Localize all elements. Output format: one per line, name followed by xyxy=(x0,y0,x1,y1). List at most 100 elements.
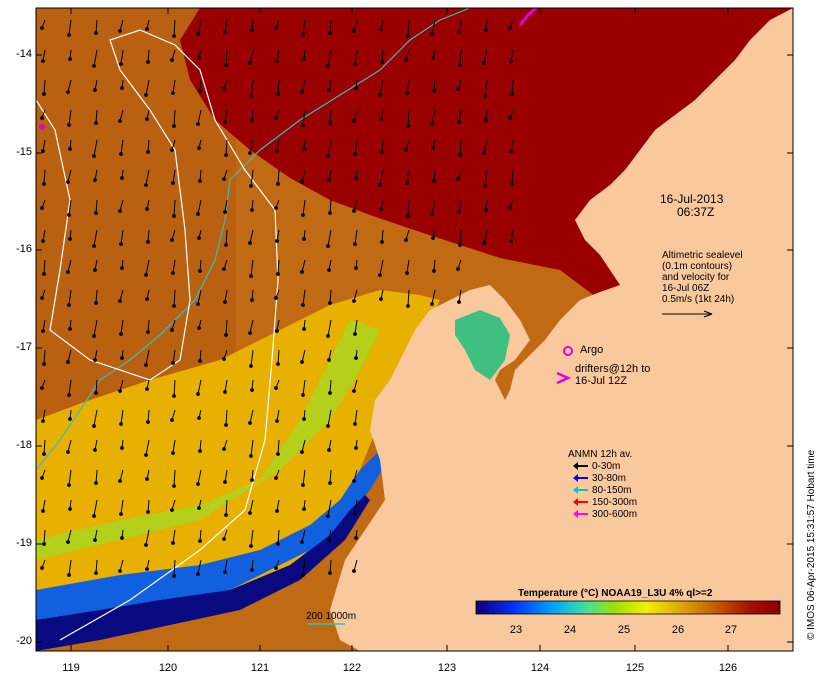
velocity-arrow xyxy=(93,49,98,67)
velocity-arrow xyxy=(67,259,72,273)
drifter-track xyxy=(518,8,537,26)
velocity-arrow xyxy=(68,19,72,36)
velocity-arrow xyxy=(459,139,462,156)
velocity-arrow-head xyxy=(198,269,202,273)
velocity-arrow-head xyxy=(41,419,45,423)
velocity-arrow-head xyxy=(92,334,96,338)
velocity-arrow-head xyxy=(275,419,279,423)
lat-tick-label: -15 xyxy=(16,146,32,158)
velocity-arrow-head xyxy=(301,483,305,487)
velocity-arrow xyxy=(458,109,462,123)
arrow-left-icon xyxy=(573,510,588,519)
velocity-arrow xyxy=(120,409,124,425)
velocity-arrow-head xyxy=(457,30,461,34)
velocity-arrow-head xyxy=(250,298,254,302)
velocity-arrow-head xyxy=(328,571,332,575)
legend-item: 0-30m xyxy=(573,461,620,473)
velocity-arrow xyxy=(173,469,176,487)
velocity-arrow-head xyxy=(301,393,305,397)
velocity-arrow-head xyxy=(94,31,98,35)
velocity-arrow-head xyxy=(40,206,44,210)
velocity-arrow-head xyxy=(68,237,72,241)
altimetry-note-line: (0.1m contours) xyxy=(662,261,733,272)
velocity-arrow-head xyxy=(353,422,357,426)
velocity-arrow-head xyxy=(430,302,434,306)
velocity-arrow-head xyxy=(276,92,280,96)
velocity-arrow xyxy=(354,319,358,335)
velocity-arrow xyxy=(224,19,228,33)
velocity-arrow-head xyxy=(327,448,331,452)
velocity-arrow xyxy=(431,109,436,125)
velocity-arrow-head xyxy=(146,420,150,424)
velocity-arrow-head xyxy=(40,296,44,300)
velocity-arrow-head xyxy=(118,299,122,303)
velocity-arrow xyxy=(43,259,46,275)
velocity-arrow-head xyxy=(327,88,331,92)
velocity-arrow-head xyxy=(224,513,228,517)
velocity-arrow-head xyxy=(145,27,149,31)
velocity-arrow xyxy=(249,409,254,424)
velocity-arrow-head xyxy=(145,117,149,121)
velocity-arrow-head xyxy=(484,208,488,212)
velocity-arrow xyxy=(329,379,332,394)
velocity-arrow-head xyxy=(67,303,71,307)
velocity-arrow xyxy=(145,259,150,276)
velocity-arrow-head xyxy=(144,453,148,457)
velocity-arrow-head xyxy=(172,484,176,488)
velocity-arrow-head xyxy=(196,572,200,576)
velocity-arrow-head xyxy=(352,569,356,573)
velocity-arrow xyxy=(147,139,150,153)
velocity-arrow-head xyxy=(172,34,176,38)
velocity-arrow xyxy=(511,79,514,95)
velocity-arrow-head xyxy=(68,57,72,61)
velocity-arrow xyxy=(224,469,228,483)
velocity-arrow-head xyxy=(196,302,200,306)
velocity-arrow-head xyxy=(302,57,306,61)
velocity-arrow xyxy=(225,49,228,66)
velocity-arrow-head xyxy=(146,240,150,244)
velocity-arrow xyxy=(301,349,306,363)
velocity-arrow-head xyxy=(456,267,460,271)
velocity-arrow-head xyxy=(248,421,252,425)
velocity-arrow-head xyxy=(379,117,383,121)
velocity-arrow xyxy=(277,529,280,545)
velocity-arrow-head xyxy=(66,180,70,184)
legend-item: 30-80m xyxy=(573,473,626,485)
velocity-arrow xyxy=(458,19,462,33)
velocity-arrow-head xyxy=(171,271,175,275)
legend-item: 300-600m xyxy=(573,509,637,521)
velocity-arrow-head xyxy=(404,148,408,152)
velocity-arrow-head xyxy=(482,61,486,65)
velocity-arrow xyxy=(511,169,514,185)
velocity-arrow-head xyxy=(458,63,462,67)
velocity-arrow-head xyxy=(301,33,305,37)
velocity-arrow xyxy=(353,559,358,572)
velocity-arrow-head xyxy=(300,180,304,184)
velocity-arrow xyxy=(354,49,358,65)
velocity-arrow-head xyxy=(457,120,461,124)
velocity-arrow-head xyxy=(66,90,70,94)
velocity-arrow-head xyxy=(274,296,278,300)
velocity-arrow-head xyxy=(118,209,122,213)
velocity-arrow xyxy=(484,79,488,97)
velocity-arrow xyxy=(68,559,72,576)
velocity-arrow-head xyxy=(250,478,254,482)
velocity-arrow-head xyxy=(145,477,149,481)
velocity-arrow-head xyxy=(328,391,332,395)
velocity-arrow xyxy=(277,169,280,185)
velocity-arrow-head xyxy=(196,392,200,396)
velocity-arrow xyxy=(225,139,228,156)
velocity-arrow-head xyxy=(380,240,384,244)
velocity-arrow-head xyxy=(378,93,382,97)
velocity-arrow-head xyxy=(378,273,382,277)
velocity-arrow-head xyxy=(198,359,202,363)
velocity-arrow-head xyxy=(482,241,486,245)
velocity-arrow xyxy=(329,469,332,484)
velocity-arrow-head xyxy=(328,31,332,35)
colorbar-tick-label: 24 xyxy=(563,624,577,636)
velocity-arrow-head xyxy=(196,32,200,36)
velocity-arrow xyxy=(224,379,228,393)
lat-tick-label: -14 xyxy=(16,48,32,60)
velocity-arrow xyxy=(249,229,254,244)
velocity-arrow xyxy=(458,289,462,303)
